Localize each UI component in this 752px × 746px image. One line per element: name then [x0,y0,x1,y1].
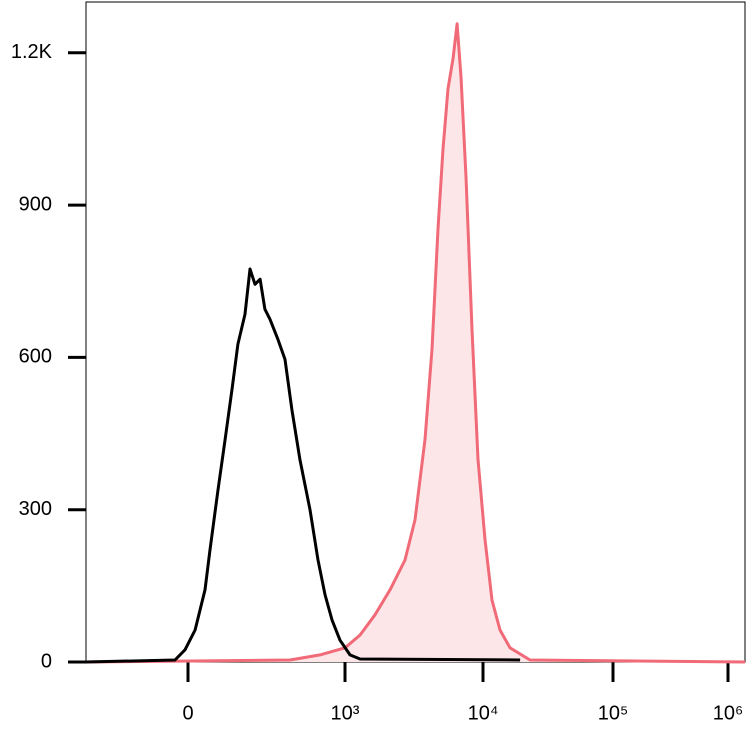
y-tick-label: 900 [19,193,52,215]
y-tick-label: 0 [41,650,52,672]
x-tick-label: 10³ [331,702,360,724]
x-tick-label: 0 [182,702,193,724]
x-tick-label: 10⁴ [468,702,499,724]
x-tick-label: 10⁶ [713,702,743,724]
series-line [85,22,746,664]
x-tick-label: 10⁵ [598,702,629,724]
y-tick-label: 300 [19,498,52,520]
y-tick-label: 1.2K [11,41,53,63]
series-line [85,267,521,664]
y-tick-label: 600 [19,346,52,368]
series-area [86,23,745,663]
